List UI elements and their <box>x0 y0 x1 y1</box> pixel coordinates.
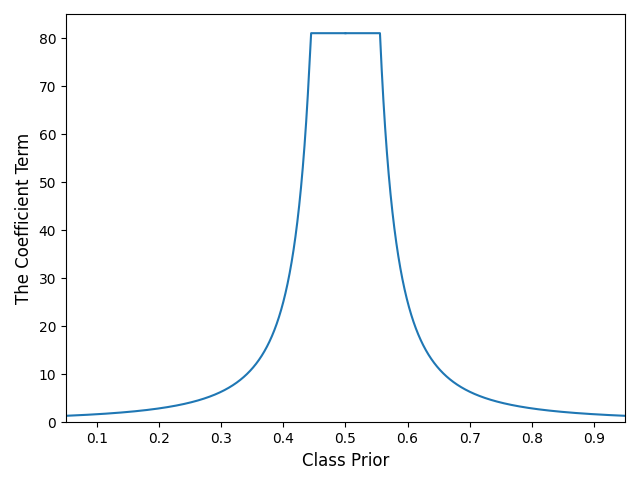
X-axis label: Class Prior: Class Prior <box>302 451 389 469</box>
Y-axis label: The Coefficient Term: The Coefficient Term <box>15 133 33 304</box>
